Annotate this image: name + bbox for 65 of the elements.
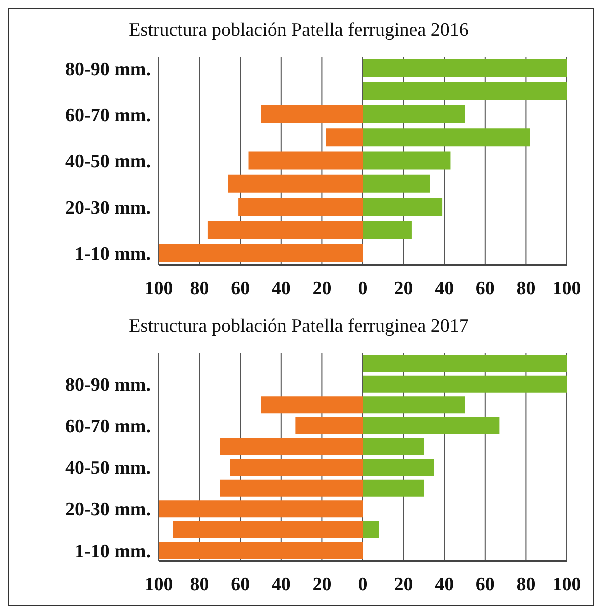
bar bbox=[363, 396, 465, 414]
x-tick-label: 0 bbox=[358, 574, 368, 596]
x-tick-label: 80 bbox=[190, 574, 210, 596]
x-tick-label: 80 bbox=[190, 278, 210, 300]
y-tick-label: 20-30 mm. bbox=[66, 198, 151, 219]
bar bbox=[238, 198, 363, 216]
x-tick-label: 20 bbox=[394, 574, 414, 596]
bar bbox=[363, 480, 424, 497]
x-tick-label: 100 bbox=[144, 278, 174, 300]
bar bbox=[363, 198, 443, 216]
x-tick-label: 60 bbox=[476, 574, 495, 596]
x-tick-label: 60 bbox=[231, 574, 250, 596]
y-tick-label: 60-70 mm. bbox=[66, 106, 151, 127]
y-tick-label: 40-50 mm. bbox=[66, 458, 151, 480]
bar bbox=[363, 221, 412, 240]
bar bbox=[261, 106, 363, 124]
x-tick-label: 80 bbox=[516, 574, 536, 596]
bar bbox=[363, 355, 567, 372]
bar bbox=[363, 82, 567, 100]
y-tick-label: 60-70 mm. bbox=[66, 416, 151, 438]
bar bbox=[261, 396, 363, 414]
bar bbox=[363, 152, 451, 170]
bar bbox=[220, 438, 363, 456]
bar bbox=[363, 174, 430, 193]
bar bbox=[363, 417, 500, 434]
bar bbox=[173, 521, 363, 538]
x-tick-label: 60 bbox=[476, 278, 495, 300]
bar bbox=[248, 152, 363, 170]
bar bbox=[363, 128, 530, 147]
x-tick-label: 40 bbox=[272, 278, 291, 300]
bar bbox=[208, 221, 363, 240]
x-tick-label: 60 bbox=[231, 278, 250, 300]
y-tick-label: 80-90 mm. bbox=[66, 374, 151, 396]
x-tick-label: 20 bbox=[394, 278, 414, 300]
x-tick-label: 20 bbox=[312, 278, 332, 300]
bar bbox=[363, 376, 567, 393]
bar bbox=[363, 459, 434, 476]
x-tick-label: 20 bbox=[312, 574, 332, 596]
chart-title: Estructura población Patella ferruginea 2017 bbox=[128, 315, 470, 339]
bar bbox=[363, 59, 567, 78]
bar bbox=[159, 500, 363, 518]
chart-title: Estructura población Patella ferruginea 2016 bbox=[128, 19, 470, 43]
bar bbox=[159, 542, 363, 560]
y-tick-label: 1-10 mm. bbox=[75, 244, 151, 266]
bar bbox=[363, 438, 424, 456]
y-tick-label: 1-10 mm. bbox=[75, 541, 151, 562]
x-tick-label: 40 bbox=[272, 574, 291, 596]
bar bbox=[296, 417, 363, 434]
bar bbox=[220, 480, 363, 497]
x-tick-label: 0 bbox=[358, 278, 368, 300]
y-tick-label: 40-50 mm. bbox=[66, 152, 151, 173]
x-tick-label: 100 bbox=[144, 574, 174, 596]
bar bbox=[363, 106, 465, 124]
bar bbox=[326, 128, 363, 147]
x-tick-label: 80 bbox=[516, 278, 536, 300]
bar bbox=[363, 521, 380, 538]
x-tick-label: 40 bbox=[435, 574, 454, 596]
x-tick-label: 40 bbox=[435, 278, 454, 300]
bar bbox=[230, 459, 363, 476]
x-tick-label: 100 bbox=[552, 278, 582, 300]
y-tick-label: 20-30 mm. bbox=[66, 500, 151, 521]
bar bbox=[159, 244, 363, 262]
y-tick-label: 80-90 mm. bbox=[66, 59, 151, 80]
bar bbox=[228, 174, 363, 193]
x-tick-label: 100 bbox=[552, 574, 582, 596]
